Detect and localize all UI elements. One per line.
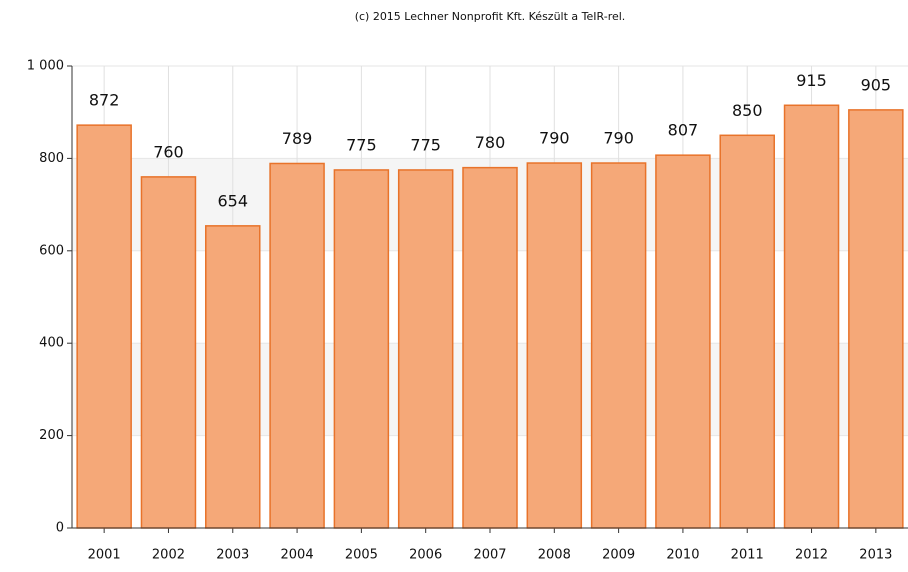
x-tick-label: 2006 (409, 548, 442, 563)
bar (140, 176, 197, 529)
bar (590, 162, 647, 529)
value-label: 654 (217, 191, 248, 210)
y-tick-label: 400 (39, 336, 64, 351)
bar (526, 162, 583, 529)
x-tick-label: 2013 (859, 548, 892, 563)
value-label: 807 (668, 121, 699, 140)
bar (205, 225, 261, 529)
bar (462, 166, 518, 529)
y-tick-label: 200 (39, 428, 64, 443)
x-tick-label: 2003 (216, 548, 249, 563)
x-tick-label: 2007 (473, 548, 506, 563)
bar (76, 124, 132, 529)
x-tick-label: 2011 (731, 548, 764, 563)
x-tick-label: 2004 (281, 548, 314, 563)
chart-title: (c) 2015 Lechner Nonprofit Kft. Készült … (355, 10, 626, 23)
bar (397, 169, 454, 529)
x-tick-label: 2008 (538, 548, 571, 563)
value-label: 775 (410, 135, 441, 154)
bar (655, 154, 711, 529)
y-tick-label: 0 (56, 521, 64, 536)
x-tick-label: 2010 (666, 548, 699, 563)
bar (719, 134, 775, 529)
value-label: 775 (346, 135, 377, 154)
value-label: 760 (153, 142, 184, 161)
value-label: 905 (861, 75, 892, 94)
y-tick-label: 600 (39, 243, 64, 258)
bar (848, 109, 904, 529)
y-tick-label: 1 000 (27, 59, 64, 74)
x-tick-label: 2005 (345, 548, 378, 563)
value-label: 850 (732, 101, 763, 120)
value-label: 790 (539, 129, 570, 148)
bar (783, 104, 840, 529)
value-label: 915 (796, 71, 827, 90)
x-tick-label: 2009 (602, 548, 635, 563)
value-label: 872 (89, 91, 120, 110)
y-tick-label: 800 (39, 151, 64, 166)
x-tick-label: 2001 (88, 548, 121, 563)
bar (269, 162, 325, 529)
value-label: 789 (282, 129, 313, 148)
bar (333, 169, 390, 529)
value-label: 790 (603, 129, 634, 148)
x-tick-label: 2002 (152, 548, 185, 563)
x-tick-label: 2012 (795, 548, 828, 563)
value-label: 780 (475, 133, 506, 152)
